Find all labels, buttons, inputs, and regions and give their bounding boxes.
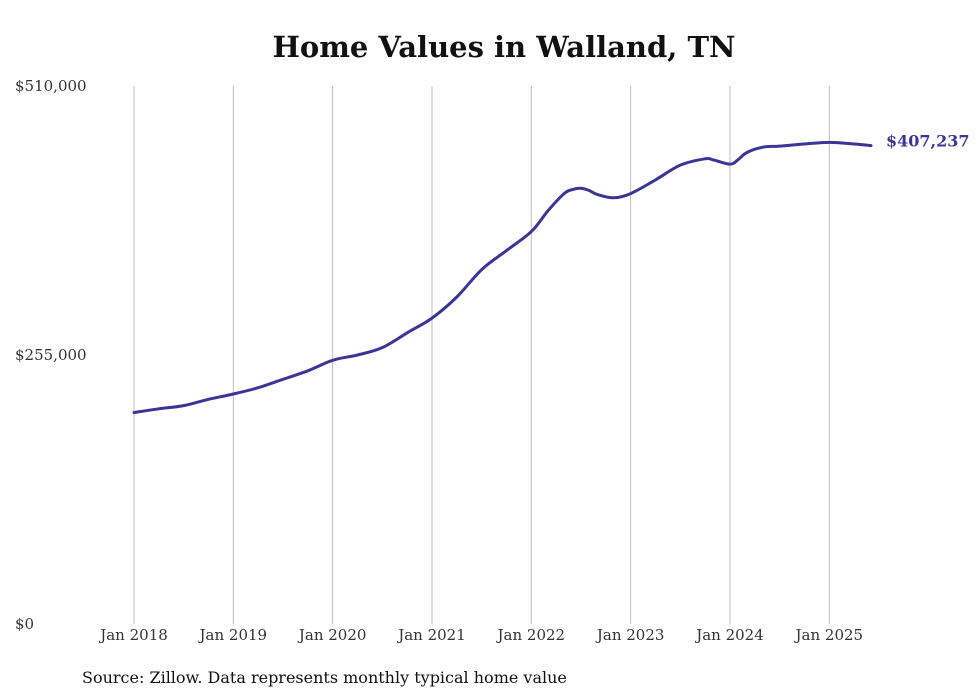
x-tick-label: Jan 2022 [496,626,566,644]
gridlines [133,86,830,624]
x-axis-ticks: Jan 2018 Jan 2019 Jan 2020 Jan 2021 Jan 2022… [98,626,863,644]
y-tick-label: $255,000 [15,346,87,364]
x-tick-label: Jan 2025 [794,626,864,644]
x-tick-label: Jan 2021 [396,626,466,644]
chart-title: Home Values in Walland, TN [272,30,736,64]
x-tick-label: Jan 2024 [694,626,764,644]
series-line [132,140,873,414]
x-tick-label: Jan 2023 [595,626,665,644]
x-tick-label: Jan 2019 [198,626,268,644]
y-axis-ticks: $0 $255,000 $510,000 [15,77,87,633]
x-tick-label: Jan 2020 [297,626,367,644]
y-tick-label: $510,000 [15,77,87,95]
end-value-label: $407,237 [886,132,970,151]
source-note: Source: Zillow. Data represents monthly … [82,668,567,687]
series-group [132,140,873,414]
y-tick-label: $0 [15,615,34,633]
x-tick-label: Jan 2018 [98,626,168,644]
